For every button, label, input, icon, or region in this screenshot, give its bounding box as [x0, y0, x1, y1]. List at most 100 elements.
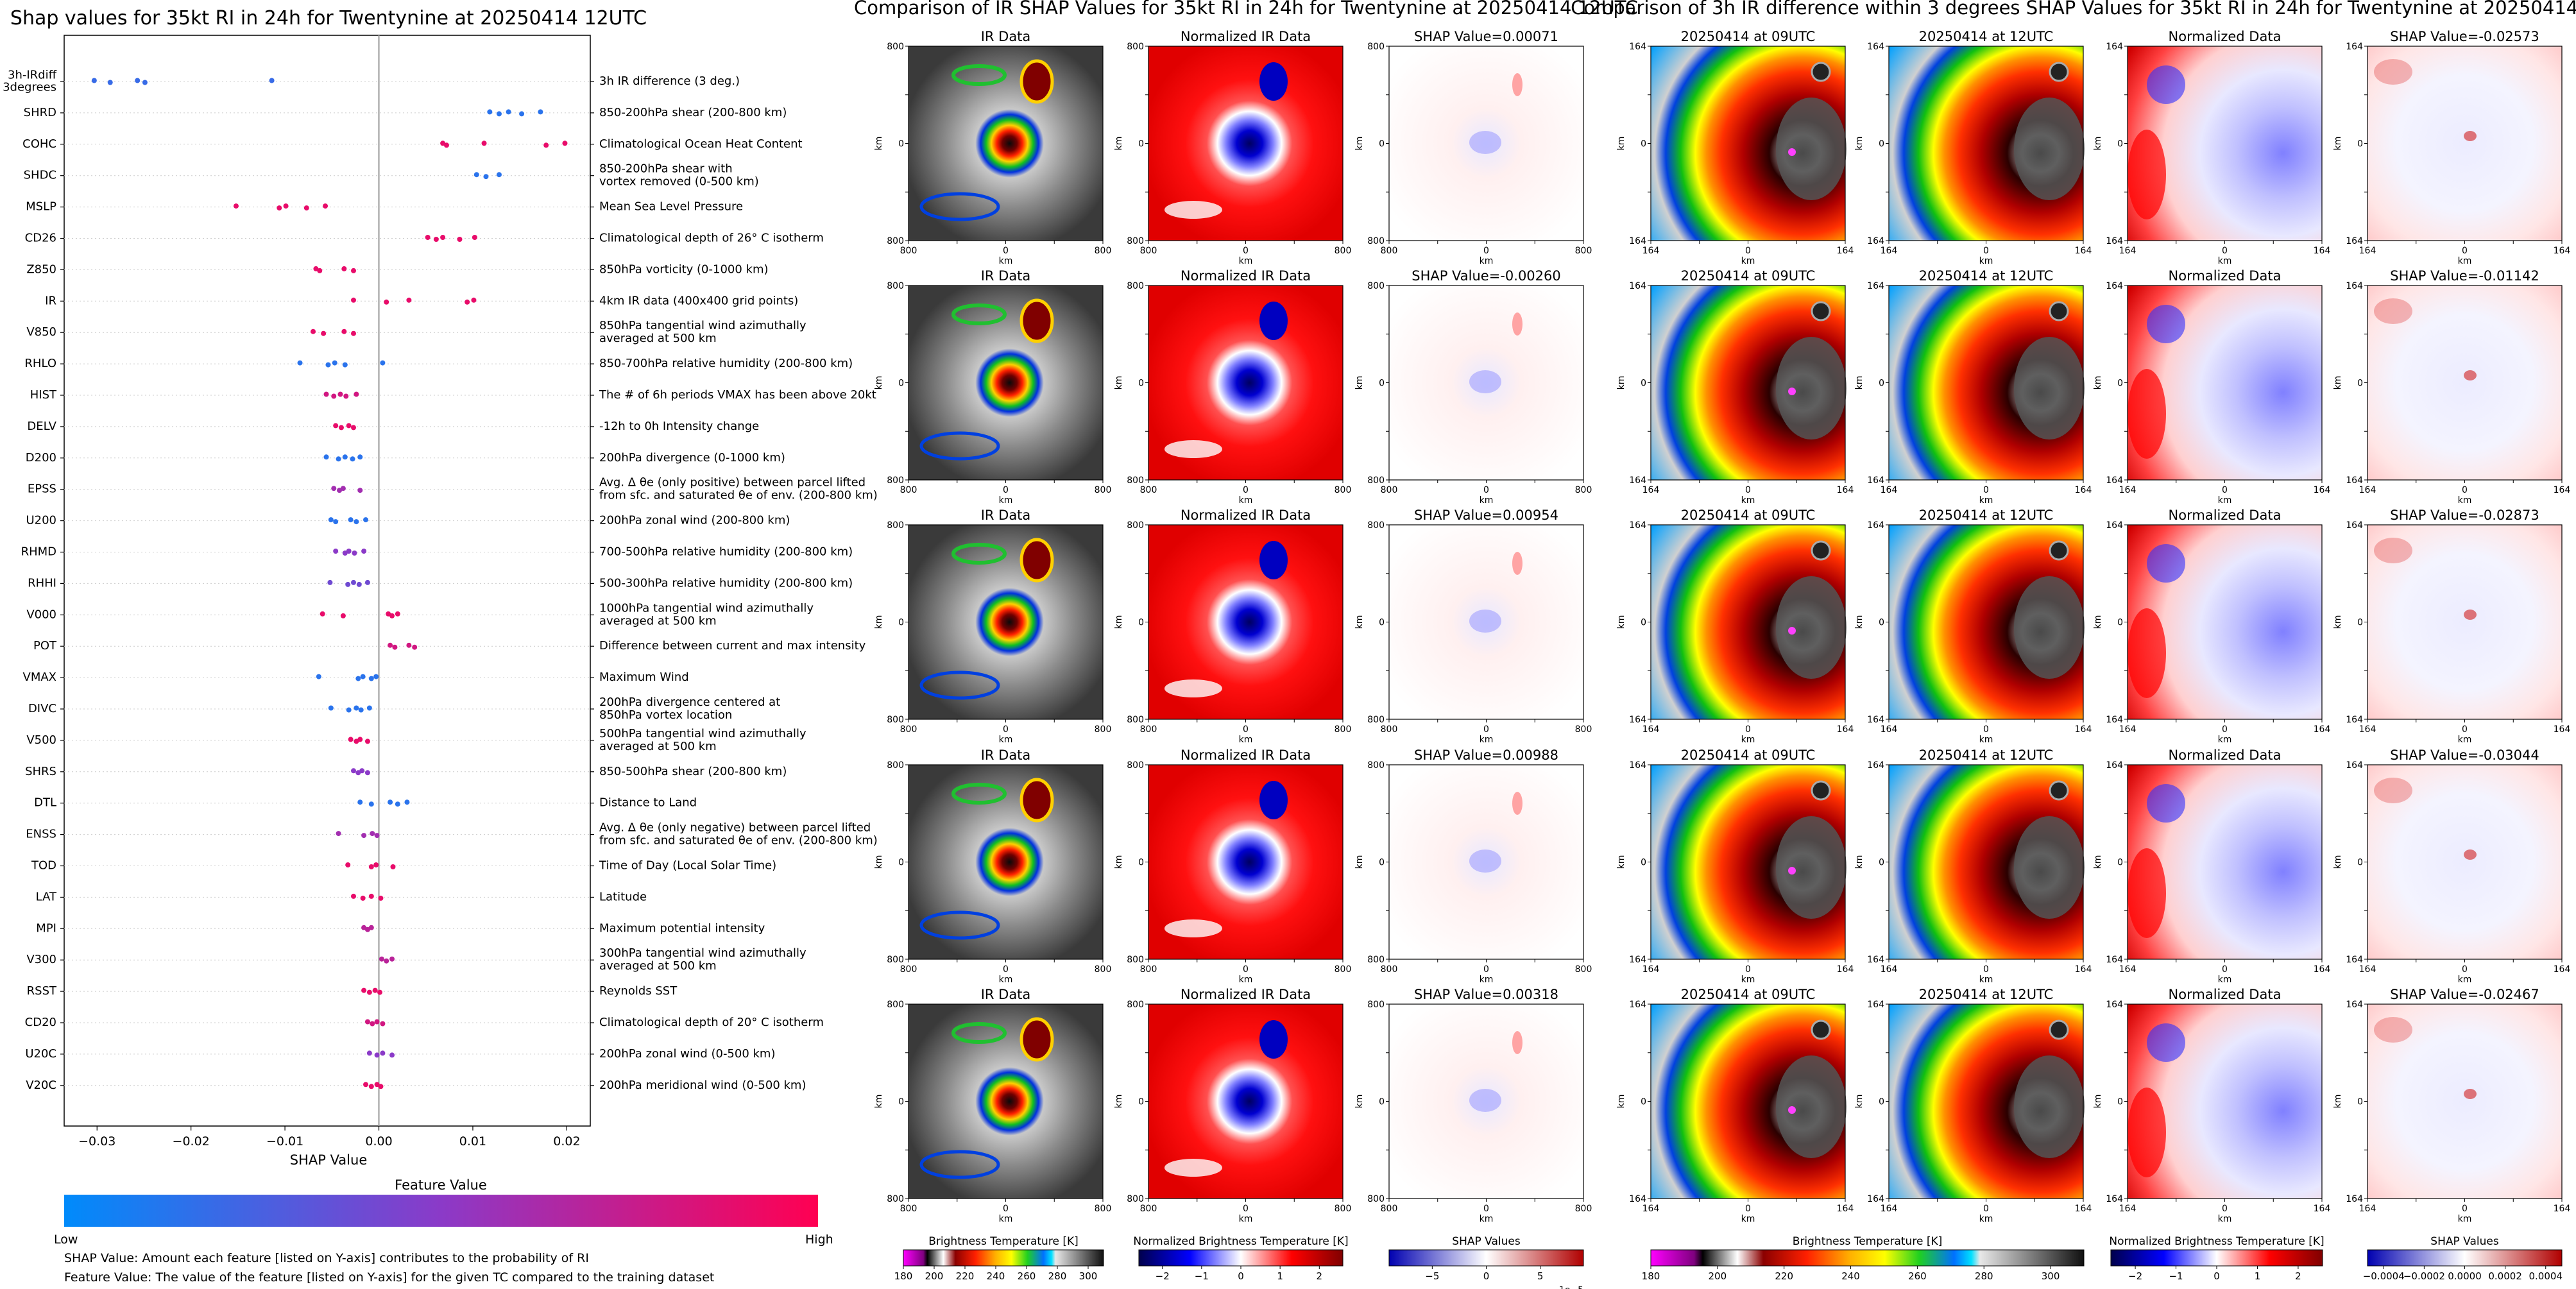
feature-code-label: U20C	[25, 1047, 56, 1061]
panel-title: 20250414 at 09UTC	[1681, 747, 1816, 763]
panel-x-tick-label: 0	[2462, 485, 2468, 495]
shap-point	[360, 674, 366, 679]
colorbar-tick-label: 200	[1709, 1270, 1727, 1282]
shap-irdiff-feature	[2464, 131, 2477, 141]
feature-code-label: RHMD	[21, 545, 56, 559]
ir-cloud-band	[951, 783, 1007, 805]
shap-point	[91, 78, 97, 83]
colorbar-tick-label: 0.0004	[2529, 1270, 2563, 1282]
normalized-cloud-cluster	[1259, 62, 1288, 101]
feature-row: RHMD 700-500hPa relative humidity (200-80…	[21, 545, 853, 559]
shap-point	[487, 109, 493, 115]
colorbar-tick-label: −0.0004	[2363, 1270, 2405, 1282]
feature-description-label-line: 850hPa tangential wind azimuthally	[599, 319, 806, 332]
normalized-irdiff-feature	[2147, 544, 2185, 583]
panel-y-tick-label: 164	[1629, 1194, 1646, 1204]
shap-point	[323, 391, 329, 397]
feature-code-label: V20C	[26, 1079, 56, 1092]
shap-ir-feature	[1469, 131, 1501, 154]
panel-x-tick-label: 800	[1335, 246, 1352, 256]
feature-description-label: Time of Day (Local Solar Time)	[599, 859, 776, 873]
shap-point	[433, 237, 439, 242]
panel-title: IR Data	[981, 747, 1031, 763]
colorbar-bar	[903, 1249, 1104, 1267]
panel-x-axis-label: km	[1979, 495, 1993, 506]
panel-y-tick-label: 800	[887, 1194, 904, 1204]
feature-description-label-line: 850-200hPa shear with	[599, 162, 733, 176]
panel-y-tick-label: 0	[1641, 139, 1646, 149]
shap-irdiff-feature	[2374, 778, 2412, 803]
shap-irdiff-feature	[2374, 59, 2412, 85]
feature-code-label: VMAX	[23, 670, 57, 684]
panel-x-tick-label: 800	[1575, 246, 1592, 256]
panel-title: 20250414 at 12UTC	[1919, 29, 2054, 44]
panel-y-tick-label: 0	[1879, 379, 1884, 389]
panel-x-tick-label: 164	[2075, 246, 2092, 256]
shap-point	[368, 864, 374, 869]
ir-image	[908, 46, 1103, 241]
panel-y-tick-label: 0	[2357, 139, 2363, 149]
shap-point	[366, 705, 372, 711]
shap-ir-feature	[1512, 552, 1523, 575]
shap-point	[457, 237, 463, 242]
shap-plot-frame	[64, 35, 591, 1127]
panel-y-tick-label: 0	[1138, 139, 1144, 149]
panel-title: 20250414 at 09UTC	[1681, 987, 1816, 1002]
shap-point	[354, 705, 359, 711]
shap-point	[359, 768, 365, 774]
panel-y-tick-label: 0	[2117, 858, 2123, 868]
shap-point	[351, 579, 356, 585]
shap-point	[342, 362, 348, 368]
shap-point	[368, 676, 374, 681]
feature-code-label: POT	[33, 639, 57, 653]
panel-title: Normalized Data	[2169, 268, 2282, 284]
panel-y-tick-label: 800	[1127, 475, 1144, 486]
shap-point	[506, 109, 511, 115]
panel-x-tick-label: 800	[1381, 724, 1398, 735]
feature-code-label-line: 3h-IRdiff	[8, 69, 57, 82]
panel-y-axis-label: km	[874, 137, 884, 151]
panel-x-axis-label: km	[1979, 1214, 1993, 1224]
irdiff-eyewall-core	[2014, 337, 2085, 440]
shap-point	[337, 391, 343, 397]
panel-x-tick-label: 800	[1095, 246, 1112, 256]
shap-point	[331, 393, 337, 399]
colorbar-tick-label: 280	[1048, 1270, 1067, 1282]
x-tick-label: 0.02	[553, 1134, 580, 1148]
panel-x-axis-label: km	[1480, 495, 1494, 506]
panel-x-axis-label: km	[2218, 975, 2232, 985]
shap-point	[345, 581, 351, 587]
feature-code-label: V850	[26, 325, 56, 339]
panel-x-tick-label: 800	[1381, 964, 1398, 975]
feature-description-label-line: from sfc. and saturated θe of env. (200-…	[599, 489, 878, 502]
feature-description-label-line: vortex removed (0-500 km)	[599, 175, 759, 189]
panel-title: 20250414 at 09UTC	[1681, 268, 1816, 284]
panel-y-tick-label: 164	[2106, 955, 2123, 965]
feature-description-label: Maximum potential intensity	[599, 921, 765, 935]
panel-title: Normalized Data	[2169, 508, 2282, 523]
shap-point	[327, 579, 333, 585]
panel-x-axis-label: km	[1741, 1214, 1755, 1224]
panel-x-axis-label: km	[1480, 735, 1494, 745]
panel-y-tick-label: 164	[2346, 281, 2363, 291]
panel-y-tick-label: 164	[2346, 760, 2363, 771]
shap-ir-feature	[1469, 849, 1501, 873]
panel-x-tick-label: 164	[2075, 485, 2092, 495]
feature-description-label: Mean Sea Level Pressure	[599, 200, 743, 214]
irdiff-comparison-title: Comparison of 3h IR difference within 3 …	[1571, 0, 2576, 19]
panel-y-tick-label: 800	[1367, 236, 1385, 246]
panel-x-tick-label: 800	[1095, 724, 1112, 735]
shap-point	[323, 454, 329, 460]
panel-y-tick-label: 800	[887, 520, 904, 531]
panel-x-axis-label: km	[2458, 735, 2472, 745]
shap-point	[465, 299, 470, 305]
irdiff-center-marker	[1788, 388, 1796, 395]
shap-point	[406, 297, 412, 303]
normalized-irdiff-feature	[2128, 1088, 2166, 1177]
shap-irdiff-image	[2367, 525, 2562, 719]
shap-point	[351, 297, 356, 303]
panel-y-tick-label: 0	[1879, 1097, 1884, 1107]
